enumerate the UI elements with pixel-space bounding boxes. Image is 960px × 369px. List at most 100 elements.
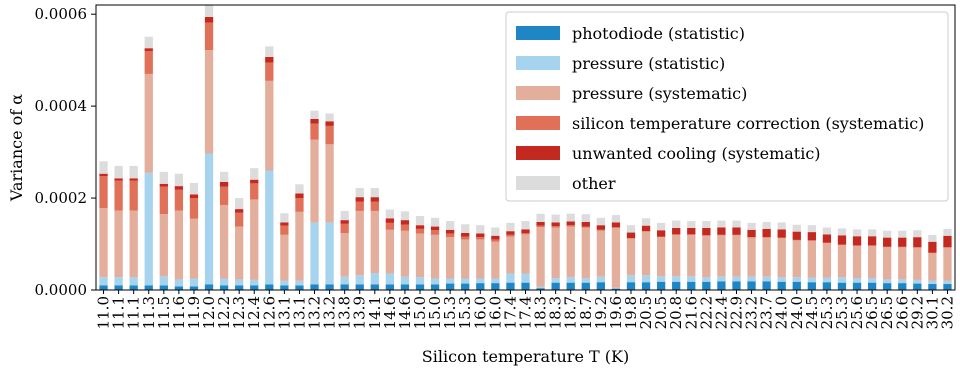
bar-segment-3-22 — [430, 230, 440, 235]
bar-segment-5-28 — [521, 221, 530, 230]
y-tick-label: 0.0004 — [35, 97, 88, 115]
bar-segment-4-1 — [114, 178, 123, 181]
bar-segment-1-51 — [867, 278, 877, 283]
x-tick-label: 18.3 — [532, 296, 550, 329]
bar-segment-5-47 — [807, 225, 816, 233]
x-tick-label: 19.6 — [607, 296, 625, 329]
bar-segment-5-16 — [340, 210, 349, 221]
bar-segment-5-54 — [913, 230, 922, 238]
bar-segment-0-18 — [370, 284, 379, 290]
bar-segment-1-10 — [250, 279, 259, 286]
bar-segment-2-52 — [883, 247, 892, 280]
x-tick-label: 16.0 — [486, 296, 504, 329]
bar-segment-4-9 — [235, 209, 244, 213]
bar-segment-2-46 — [792, 240, 801, 278]
bar-segment-2-3 — [144, 73, 153, 173]
x-tick-label: 19.2 — [592, 296, 610, 329]
bar-segment-3-1 — [114, 180, 123, 211]
bar-segment-1-44 — [762, 276, 771, 282]
x-tick-label: 11.0 — [95, 296, 113, 329]
bar-segment-4-16 — [340, 220, 349, 224]
bar-segment-2-35 — [626, 238, 636, 276]
bar-segment-2-50 — [852, 245, 862, 279]
bar-segment-0-9 — [235, 285, 244, 290]
bar-segment-2-53 — [898, 247, 907, 280]
bar-segment-1-52 — [883, 279, 892, 284]
x-tick-label: 13.2 — [321, 296, 339, 329]
axes: 0.00000.00020.00040.000611.011.111.111.3… — [35, 4, 956, 329]
bar-segment-4-10 — [250, 179, 259, 184]
x-tick-label: 23.2 — [743, 296, 761, 329]
bar-segment-4-27 — [506, 231, 515, 235]
legend-swatch — [516, 86, 560, 100]
legend-swatch — [516, 146, 560, 160]
bar-segment-0-0 — [99, 285, 108, 290]
x-tick-label: 15.0 — [426, 296, 444, 329]
bar-segment-4-0 — [99, 173, 108, 176]
bar-segment-3-4 — [159, 186, 168, 215]
bar-segment-3-33 — [596, 229, 605, 231]
x-tick-label: 13.8 — [336, 296, 354, 329]
bar-segment-1-34 — [611, 287, 621, 289]
bar-segment-0-30 — [551, 282, 560, 290]
x-tick-label: 29.2 — [908, 296, 926, 329]
bar-segment-1-47 — [807, 277, 816, 283]
x-tick-label: 22.2 — [697, 296, 715, 329]
bar-segment-5-33 — [596, 217, 605, 226]
bar-segment-1-40 — [702, 277, 711, 282]
bar-segment-2-13 — [295, 211, 304, 281]
bar-segment-0-42 — [732, 281, 741, 290]
bar-segment-5-38 — [672, 220, 681, 228]
bar-segment-1-35 — [626, 275, 636, 283]
bar-segment-4-34 — [611, 222, 621, 228]
bar-segment-3-9 — [235, 212, 244, 227]
bar-segment-3-29 — [536, 225, 545, 228]
bar-segment-2-9 — [235, 226, 244, 280]
bar-segment-5-34 — [611, 215, 621, 223]
y-axis-title: Variance of α — [7, 94, 26, 202]
bar-segment-4-42 — [732, 227, 741, 235]
bar-segment-4-5 — [174, 186, 184, 190]
bar-segment-5-36 — [641, 218, 651, 226]
bar-segment-2-25 — [476, 239, 485, 279]
bar-segment-2-14 — [310, 139, 319, 223]
legend-box — [505, 11, 949, 202]
bar-segment-2-55 — [928, 253, 937, 281]
bar-segment-5-48 — [822, 227, 832, 235]
bar-segment-0-5 — [174, 286, 184, 290]
bar-segment-2-8 — [219, 204, 229, 279]
bar-segment-4-37 — [656, 230, 666, 237]
bar-segment-2-28 — [521, 234, 530, 274]
bar-segment-0-31 — [566, 282, 575, 290]
bar-segment-3-8 — [219, 186, 229, 205]
bar-segment-1-49 — [837, 277, 847, 283]
legend-swatch — [516, 176, 560, 190]
bar-segment-4-46 — [792, 231, 801, 240]
bar-segment-5-37 — [656, 222, 666, 231]
bar-segment-1-53 — [898, 279, 907, 284]
bar-segment-1-5 — [174, 279, 184, 287]
x-tick-label: 12.3 — [230, 296, 248, 329]
bar-segment-4-19 — [385, 218, 395, 223]
x-tick-label: 22.9 — [727, 296, 745, 329]
bar-segment-2-23 — [446, 237, 455, 279]
x-tick-label: 26.5 — [863, 296, 881, 329]
legend-label: pressure (statistic) — [572, 54, 725, 73]
bar-segment-2-42 — [732, 235, 741, 277]
bar-segment-2-54 — [913, 247, 922, 280]
bar-segment-3-34 — [611, 227, 621, 228]
bar-segment-5-6 — [189, 182, 199, 195]
bar-segment-2-51 — [867, 245, 877, 279]
bar-segment-4-55 — [928, 241, 937, 253]
bar-segment-0-29 — [536, 288, 545, 290]
bar-segment-0-27 — [506, 282, 515, 290]
x-tick-label: 13.2 — [306, 296, 324, 329]
bar-segment-4-2 — [129, 178, 138, 181]
bar-segment-3-3 — [144, 50, 153, 74]
bar-segment-0-53 — [898, 283, 907, 290]
bar-segment-2-0 — [99, 208, 108, 278]
bar-segment-4-8 — [219, 181, 229, 187]
bar-segment-0-26 — [491, 283, 500, 290]
bar-segment-0-1 — [114, 285, 123, 290]
x-tick-label: 24.0 — [773, 296, 791, 329]
